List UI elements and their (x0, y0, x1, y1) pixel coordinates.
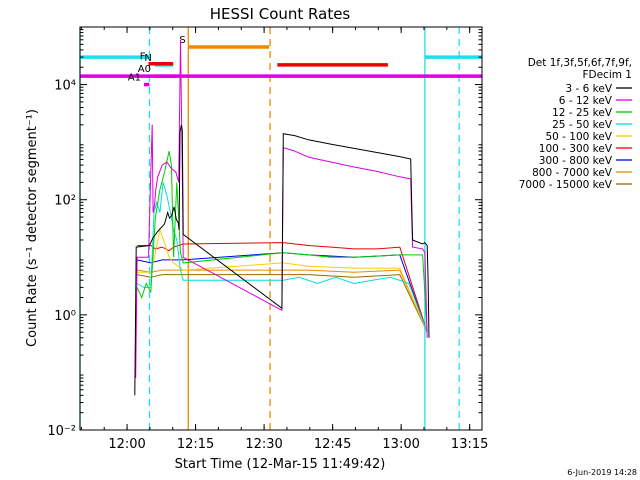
x-axis-label: Start Time (12-Mar-15 11:49:42) (175, 457, 386, 472)
series-line-2 (136, 150, 428, 333)
chart-title: HESSI Count Rates (210, 5, 351, 23)
x-tick-label-4: 13:00 (382, 437, 419, 452)
series-line-7 (137, 269, 428, 333)
legend-entry-7: 800 - 7000 keV (532, 167, 613, 179)
y-axis-label: Count Rate (s⁻¹ detector segment⁻¹) (25, 109, 40, 347)
legend-entry-0: 3 - 6 keV (565, 83, 612, 95)
series-line-0 (134, 124, 430, 396)
legend-entry-6: 300 - 800 keV (539, 155, 613, 167)
interval-label-f: F (140, 52, 146, 63)
y-axis-ticks: 10⁻²10⁰10²10⁴10⁶ (47, 29, 482, 439)
legend-header-1: FDecim 1 (582, 69, 632, 81)
series-line-4 (137, 227, 428, 333)
y-tick-label-0: 10⁻² (47, 424, 76, 439)
x-tick-label-3: 12:45 (314, 437, 351, 452)
legend-entry-1: 6 - 12 keV (559, 95, 613, 107)
legend-entry-4: 50 - 100 keV (545, 131, 612, 143)
x-tick-label-0: 12:00 (108, 437, 145, 452)
interval-label-n: N (144, 53, 151, 64)
y-tick-label-2: 10² (54, 194, 76, 209)
y-tick-label-1: 10⁰ (54, 309, 76, 324)
footer-timestamp: 6-Jun-2019 14:28 (567, 468, 637, 477)
interval-label-a0: A0 (138, 64, 151, 75)
x-tick-label-1: 12:15 (177, 437, 214, 452)
x-tick-label-2: 12:30 (245, 437, 282, 452)
legend-entry-3: 25 - 50 keV (552, 119, 613, 131)
interval-label-s: S (179, 35, 185, 46)
vertical-marker-lines (79, 27, 460, 430)
x-axis-ticks: 12:00 12:15 12:30 12:45 13:00 13:15 (80, 27, 488, 452)
legend: Det 1f,3f,5f,6f,7f,9f,FDecim 1 3 - 6 keV6… (519, 57, 632, 191)
x-tick-label-5: 13:15 (451, 437, 488, 452)
interval-label-a1: A1 (128, 73, 141, 84)
y-tick-label-3: 10⁴ (54, 79, 76, 94)
legend-entry-5: 100 - 300 keV (539, 143, 613, 155)
legend-entry-2: 12 - 25 keV (552, 107, 613, 119)
legend-entry-8: 7000 - 15000 keV (519, 179, 613, 191)
series-lines (134, 39, 430, 396)
legend-header-0: Det 1f,3f,5f,6f,7f,9f, (528, 57, 632, 69)
series-line-3 (136, 182, 428, 333)
series-line-8 (137, 274, 428, 333)
plot-frame (79, 26, 483, 431)
